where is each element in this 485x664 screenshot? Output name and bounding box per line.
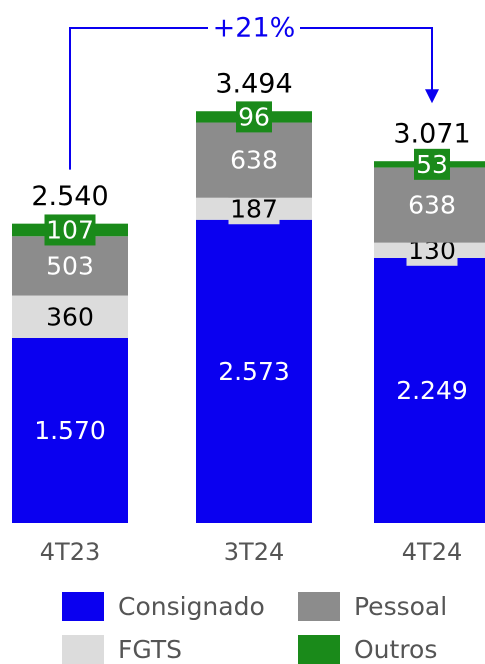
segment-label-outros-3t24: 96 — [238, 102, 270, 131]
bar-segment-pessoal-4t23 — [12, 236, 128, 296]
total-label-4t23: 2.540 — [31, 181, 108, 212]
segment-label-fgts-4t23: 360 — [46, 302, 94, 331]
segment-label-box-outros-4t23 — [44, 214, 96, 246]
segment-label-box-fgts-4t23 — [44, 301, 96, 333]
category-label-4t23: 4T23 — [40, 538, 100, 566]
segment-label-consignado-4t24: 2.249 — [396, 376, 468, 405]
growth-arrow-head — [425, 89, 439, 104]
category-label-4t24: 4T24 — [402, 538, 462, 566]
growth-annotation-label: +21% — [213, 13, 296, 44]
bar-segment-consignado-4t24 — [374, 257, 485, 523]
segment-label-pessoal-4t24: 638 — [408, 191, 456, 220]
bar-segment-pessoal-4t24 — [374, 167, 485, 243]
bar-segment-pessoal-3t24 — [196, 122, 312, 198]
segment-label-pessoal-4t23: 503 — [46, 251, 94, 280]
segment-label-outros-4t23: 107 — [46, 215, 94, 244]
growth-bracket-left — [69, 27, 208, 170]
segment-label-box-fgts-3t24 — [228, 193, 280, 225]
segment-label-box-outros-3t24 — [236, 101, 272, 133]
segment-label-outros-4t24: 53 — [416, 150, 448, 179]
segment-label-box-outros-4t24 — [414, 148, 450, 180]
segment-label-fgts-3t24: 187 — [230, 194, 278, 223]
segment-label-consignado-4t23: 1.570 — [34, 416, 106, 445]
bar-segment-consignado-4t23 — [12, 337, 128, 523]
total-label-3t24: 3.494 — [215, 69, 292, 100]
growth-bracket-right — [300, 27, 433, 92]
category-label-3t24: 3T24 — [224, 538, 284, 566]
segment-label-consignado-3t24: 2.573 — [218, 357, 290, 386]
bar-segment-consignado-3t24 — [196, 219, 312, 523]
total-label-4t24: 3.071 — [393, 119, 470, 150]
segment-label-pessoal-3t24: 638 — [230, 146, 278, 175]
